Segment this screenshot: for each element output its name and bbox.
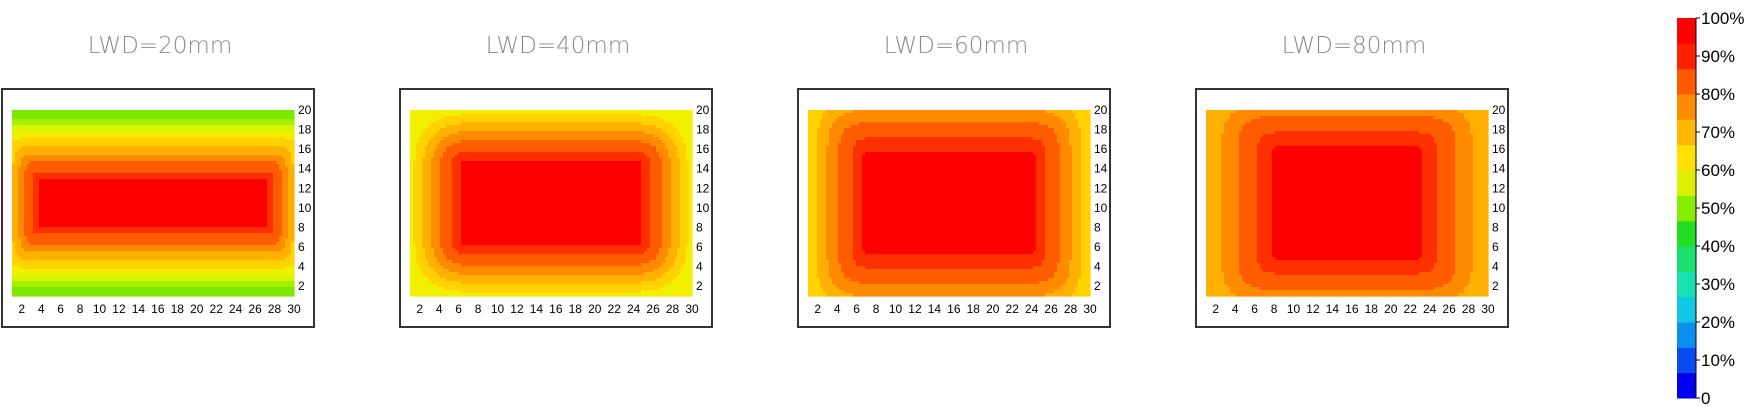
heatmap-field-1	[12, 110, 295, 297]
heatmap-panel-1: 2 4 6 8 10 12 14 16 18 20 22 24 26 28 3024681012141618…	[12, 103, 312, 316]
